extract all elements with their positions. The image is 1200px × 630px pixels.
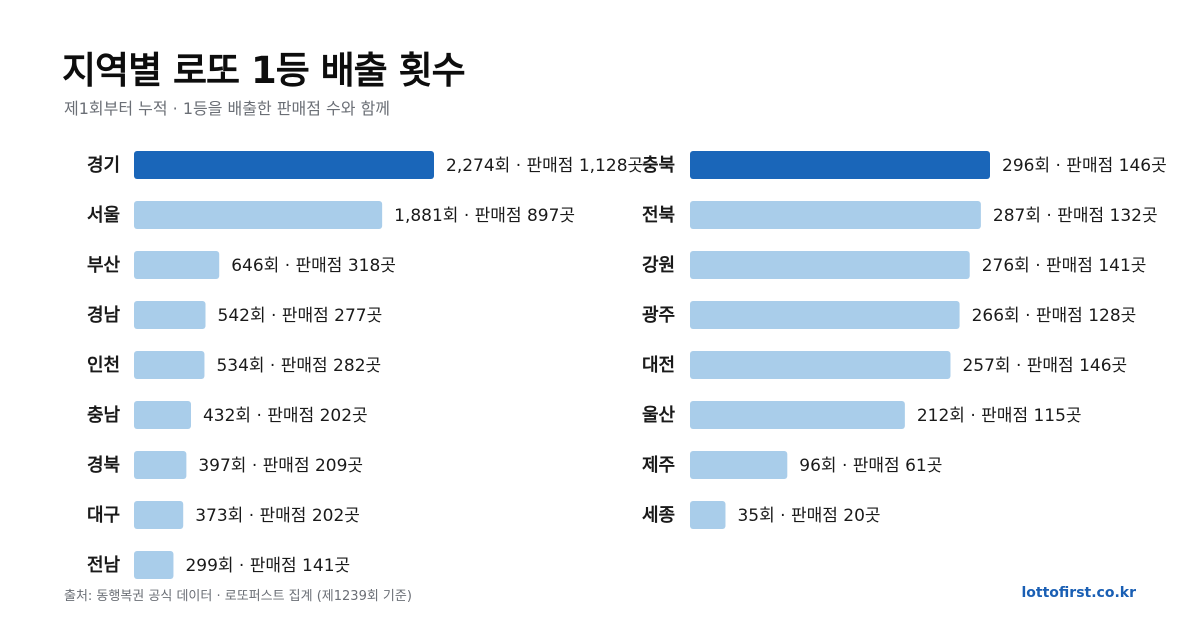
category-label: 인천	[87, 355, 120, 376]
data-label: 1,881회 · 판매점 897곳	[394, 206, 575, 226]
site-link[interactable]: lottofirst.co.kr	[1021, 585, 1137, 601]
category-label: 전남	[87, 555, 121, 576]
category-label: 전북	[642, 205, 675, 226]
bar	[134, 201, 383, 229]
category-label: 세종	[642, 505, 675, 526]
bar	[134, 151, 434, 179]
category-label: 서울	[87, 205, 120, 226]
data-label: 397회 · 판매점 209곳	[198, 456, 363, 476]
bar	[690, 501, 726, 529]
category-label: 제주	[642, 455, 675, 476]
bar	[134, 351, 205, 379]
data-label: 2,274회 · 판매점 1,128곳	[446, 156, 643, 176]
bar	[134, 501, 184, 529]
bar	[134, 251, 220, 279]
data-label: 35회 · 판매점 20곳	[737, 506, 880, 526]
data-label: 373회 · 판매점 202곳	[195, 506, 360, 526]
data-label: 96회 · 판매점 61곳	[799, 456, 942, 476]
data-label: 212회 · 판매점 115곳	[917, 406, 1082, 426]
data-label: 287회 · 판매점 132곳	[993, 206, 1158, 226]
chart-title: 지역별 로또 1등 배출 횟수	[62, 49, 466, 92]
category-label: 울산	[642, 405, 676, 426]
category-label: 광주	[642, 305, 675, 326]
data-label: 266회 · 판매점 128곳	[972, 306, 1137, 326]
category-label: 충북	[642, 155, 675, 176]
bar	[690, 351, 951, 379]
data-label: 296회 · 판매점 146곳	[1002, 156, 1167, 176]
category-label: 대구	[87, 505, 120, 526]
data-label: 276회 · 판매점 141곳	[982, 256, 1147, 276]
category-label: 경기	[87, 155, 120, 176]
category-label: 충남	[87, 405, 121, 426]
chart-subtitle: 제1회부터 누적 · 1등을 배출한 판매점 수와 함께	[64, 99, 391, 118]
bar	[134, 451, 187, 479]
category-label: 강원	[642, 255, 675, 276]
category-label: 경남	[87, 305, 121, 326]
category-label: 부산	[87, 255, 121, 276]
bar	[690, 251, 970, 279]
data-label: 257회 · 판매점 146곳	[962, 356, 1127, 376]
bar	[690, 451, 788, 479]
category-label: 대전	[642, 355, 675, 376]
data-label: 432회 · 판매점 202곳	[203, 406, 368, 426]
bar	[134, 401, 191, 429]
bar	[134, 551, 174, 579]
bar	[690, 401, 905, 429]
source-note: 출처: 동행복권 공식 데이터 · 로또퍼스트 집계 (제1239회 기준)	[64, 589, 412, 604]
data-label: 542회 · 판매점 277곳	[218, 306, 383, 326]
data-label: 299회 · 판매점 141곳	[185, 556, 350, 576]
data-label: 534회 · 판매점 282곳	[216, 356, 381, 376]
bar	[134, 301, 206, 329]
bar	[690, 201, 981, 229]
data-label: 646회 · 판매점 318곳	[231, 256, 396, 276]
category-label: 경북	[87, 455, 120, 476]
bar	[690, 151, 990, 179]
bar	[690, 301, 960, 329]
